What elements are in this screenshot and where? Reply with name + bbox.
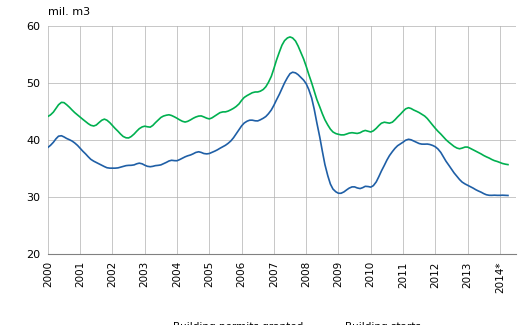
Building starts xyxy=(193,150,199,154)
Building permits granted xyxy=(80,117,86,121)
Line: Building starts: Building starts xyxy=(48,72,508,195)
Line: Building permits granted: Building permits granted xyxy=(48,37,508,164)
Building starts xyxy=(319,149,326,153)
Building permits granted xyxy=(505,162,511,166)
Building permits granted xyxy=(179,119,186,123)
Building permits granted xyxy=(252,90,259,94)
Building permits granted xyxy=(319,112,326,116)
Building starts xyxy=(252,119,259,123)
Building permits granted xyxy=(193,115,199,119)
Building starts xyxy=(505,193,511,197)
Building starts xyxy=(80,149,86,153)
Legend: Building permits granted, Building starts: Building permits granted, Building start… xyxy=(144,322,420,325)
Building starts xyxy=(292,71,298,75)
Building starts xyxy=(179,156,186,160)
Building starts xyxy=(45,146,51,150)
Building permits granted xyxy=(292,39,298,43)
Building permits granted xyxy=(45,114,51,118)
Building starts xyxy=(289,70,296,74)
Building permits granted xyxy=(287,35,293,39)
Text: mil. m3: mil. m3 xyxy=(48,7,90,17)
